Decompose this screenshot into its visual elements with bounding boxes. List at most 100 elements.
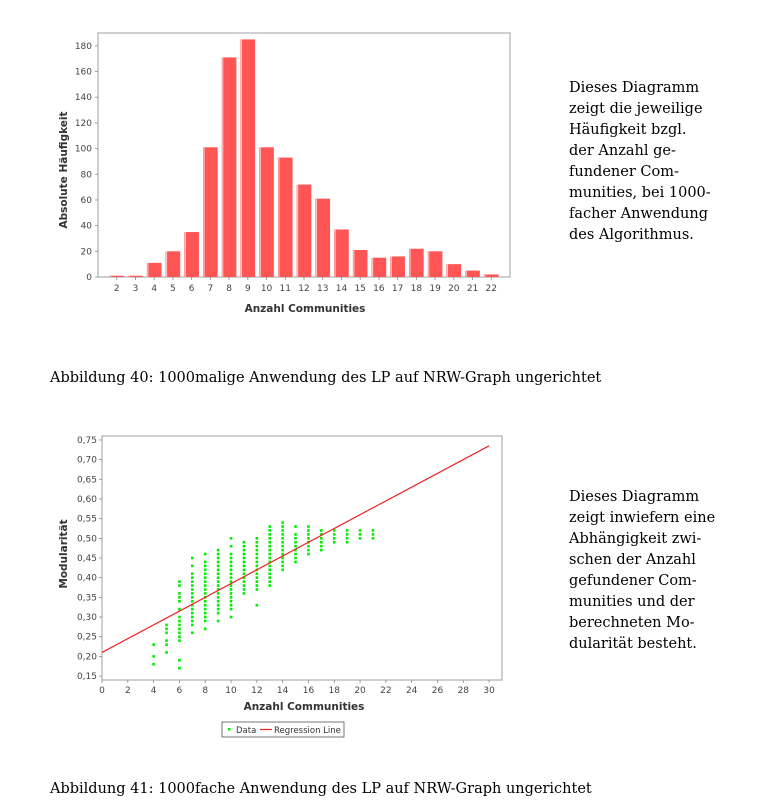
legend-data-marker <box>228 728 231 731</box>
data-point <box>216 599 220 603</box>
data-point <box>229 603 233 607</box>
data-point <box>307 537 310 540</box>
y-tick-label: 0,25 <box>77 633 97 643</box>
data-point <box>294 544 297 548</box>
bar <box>296 184 312 277</box>
data-point <box>281 525 284 528</box>
data-point <box>294 556 297 560</box>
data-point <box>307 548 310 552</box>
data-point <box>203 568 207 572</box>
bar <box>128 275 143 277</box>
data-point <box>203 615 207 619</box>
data-point <box>216 611 220 615</box>
data-point <box>229 576 233 579</box>
data-point <box>216 580 220 583</box>
bar <box>409 248 424 277</box>
data-point <box>307 529 310 532</box>
x-tick-label: 16 <box>373 284 385 294</box>
description-line: munities und der <box>569 594 695 610</box>
x-tick-label: 19 <box>429 284 441 294</box>
data-point <box>152 662 155 666</box>
description-line: Abhängigkeit zwi- <box>569 531 702 547</box>
description-line: des Algorithmus. <box>569 227 694 243</box>
data-point <box>203 592 207 595</box>
x-tick-label: 3 <box>133 284 139 294</box>
x-tick-label: 20 <box>354 686 366 696</box>
data-point <box>268 564 272 568</box>
data-point <box>191 623 194 627</box>
data-point <box>191 580 194 583</box>
data-point <box>281 552 284 556</box>
data-point <box>178 607 181 611</box>
x-tick-label: 10 <box>225 686 237 696</box>
bar <box>483 274 499 277</box>
data-point <box>242 560 246 564</box>
data-point <box>203 564 207 568</box>
x-tick-label: 8 <box>202 686 208 696</box>
data-point <box>191 592 194 595</box>
description-line: munities, bei 1000- <box>569 185 711 201</box>
data-point <box>203 619 207 623</box>
data-point <box>191 631 194 635</box>
data-point <box>203 627 207 631</box>
data-point <box>216 560 220 564</box>
data-point <box>255 544 259 548</box>
data-point <box>242 588 246 591</box>
data-point <box>268 552 272 556</box>
data-point <box>281 537 284 540</box>
bar <box>203 147 218 277</box>
data-point <box>165 639 168 642</box>
data-point <box>268 572 272 576</box>
data-point <box>294 540 297 544</box>
description-2: Dieses Diagramm zeigt inwiefern eine Abh… <box>569 487 715 655</box>
y-tick-label: 0,75 <box>77 436 97 446</box>
x-axis-label: Anzahl Communities <box>245 303 366 315</box>
data-point <box>216 552 220 556</box>
data-point <box>345 529 349 532</box>
y-tick-label: 60 <box>81 196 93 206</box>
data-point <box>178 627 181 631</box>
data-point <box>242 552 246 556</box>
x-tick-label: 21 <box>467 284 478 294</box>
data-point <box>281 529 284 532</box>
y-tick-label: 20 <box>81 247 93 257</box>
data-point <box>216 588 220 591</box>
data-point <box>268 540 272 544</box>
y-tick-label: 0,35 <box>77 593 97 603</box>
data-point <box>255 556 259 560</box>
data-point <box>203 584 207 587</box>
data-point <box>307 544 310 548</box>
bar <box>390 256 405 277</box>
data-point <box>255 584 259 587</box>
data-point <box>281 564 284 568</box>
data-point <box>178 580 181 583</box>
x-tick-label: 2 <box>114 284 120 294</box>
data-point <box>229 599 233 603</box>
data-point <box>203 552 207 556</box>
y-tick-label: 100 <box>75 145 92 155</box>
y-tick-label: 120 <box>75 119 92 129</box>
data-point <box>255 548 259 552</box>
description-line: berechneten Mo- <box>569 615 695 631</box>
data-point <box>191 599 194 603</box>
data-point <box>229 584 233 587</box>
data-point <box>268 556 272 560</box>
bar <box>315 198 331 277</box>
description-line: fundener Com- <box>569 164 679 180</box>
data-point <box>307 552 310 556</box>
data-point <box>268 560 272 564</box>
data-point <box>229 580 233 583</box>
bar <box>184 232 199 277</box>
y-tick-label: 0,20 <box>77 652 97 662</box>
data-point <box>216 572 220 576</box>
data-point <box>191 607 194 611</box>
y-tick-label: 180 <box>75 42 92 52</box>
data-point <box>268 533 272 536</box>
x-axis-label: Anzahl Communities <box>244 701 365 713</box>
data-point <box>268 537 272 540</box>
data-point <box>268 544 272 548</box>
data-point <box>229 588 233 591</box>
data-point <box>203 588 207 591</box>
x-tick-label: 17 <box>392 284 403 294</box>
data-point <box>216 548 220 552</box>
